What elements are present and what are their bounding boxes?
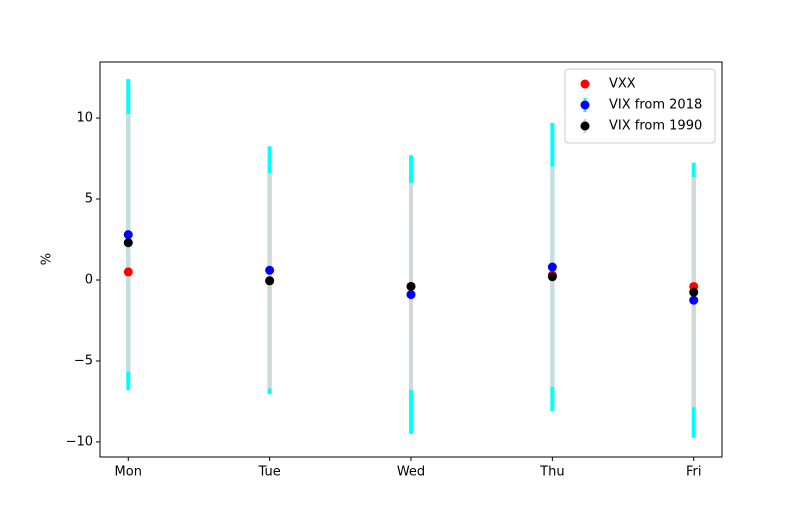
marker <box>123 230 133 240</box>
legend-label: VIX from 1990 <box>609 119 702 134</box>
marker <box>265 276 275 286</box>
legend-label: VXX <box>609 77 636 92</box>
x-tick-label: Mon <box>115 465 142 480</box>
marker <box>689 287 699 297</box>
y-tick-label: 10 <box>76 111 93 126</box>
legend-marker <box>580 121 590 131</box>
y-axis-label: % <box>40 253 55 265</box>
marker <box>406 290 416 300</box>
marker <box>123 267 133 277</box>
y-tick-label: −5 <box>74 353 93 368</box>
x-tick-label: Thu <box>539 465 564 480</box>
y-tick-label: 5 <box>85 192 93 207</box>
y-tick-label: 0 <box>85 272 93 287</box>
x-tick-label: Fri <box>686 465 702 480</box>
marker <box>547 262 557 272</box>
x-tick-label: Wed <box>397 465 425 480</box>
x-tick-label: Tue <box>258 465 281 480</box>
legend-label: VIX from 2018 <box>609 98 702 113</box>
marker <box>689 295 699 305</box>
y-tick-label: −10 <box>66 434 93 449</box>
legend-marker <box>580 100 590 110</box>
marker <box>547 272 557 282</box>
plot-frame <box>99 61 723 458</box>
marker <box>123 238 133 248</box>
marker <box>265 265 275 275</box>
marker <box>406 281 416 291</box>
legend-box <box>564 68 716 144</box>
legend-marker <box>580 79 590 89</box>
